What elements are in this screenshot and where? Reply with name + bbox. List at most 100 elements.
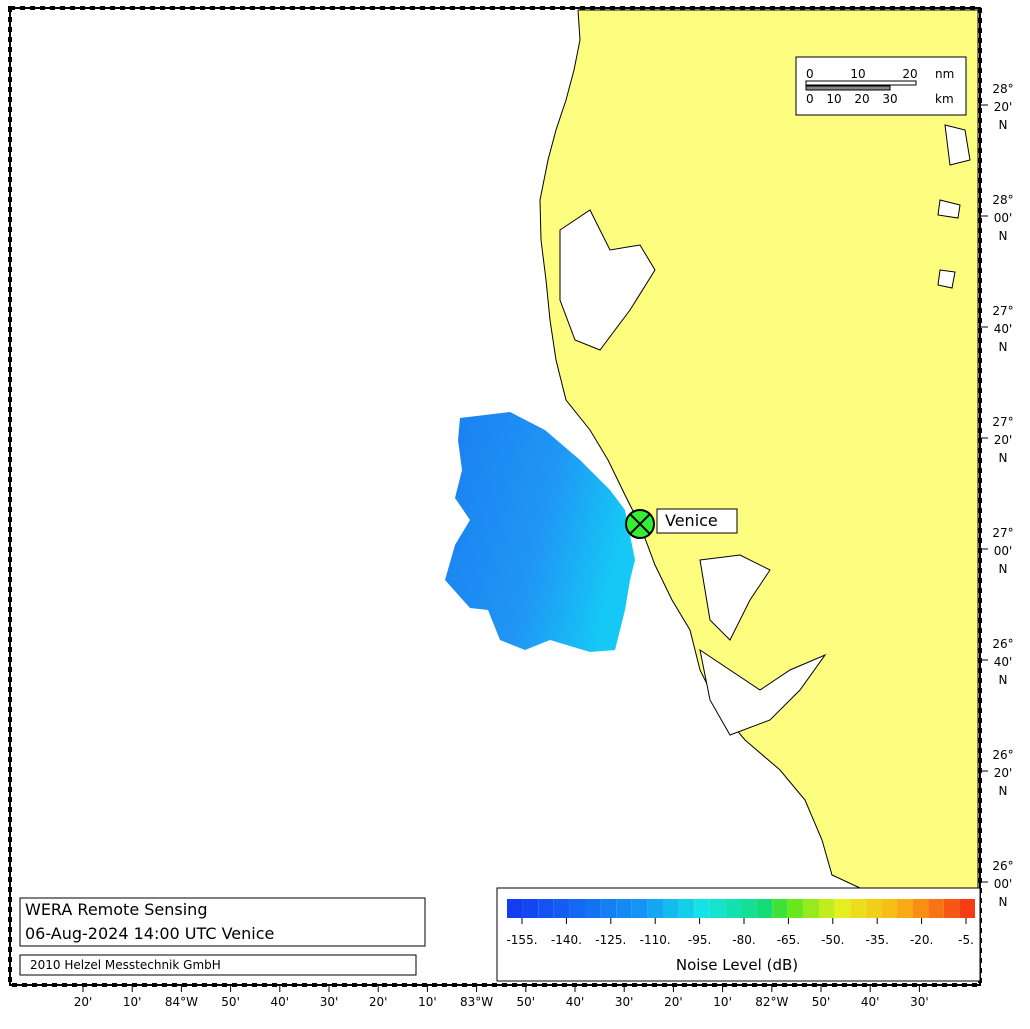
lat-label-deg: 27°	[992, 304, 1013, 318]
colorbar-tick-label: -65.	[777, 933, 800, 947]
land	[539, 9, 979, 889]
lat-label-min: 00'	[994, 211, 1013, 225]
lon-label: 30'	[910, 995, 929, 1009]
colorbar-cell	[897, 899, 913, 918]
colorbar-cell	[959, 899, 975, 918]
lon-label: 82°W	[755, 995, 788, 1009]
lat-label-hem: N	[999, 340, 1008, 354]
lat-label-deg: 27°	[992, 415, 1013, 429]
colorbar-title: Noise Level (dB)	[676, 956, 798, 974]
colorbar-cell	[865, 899, 882, 918]
colorbar-tick-label: -5.	[958, 933, 974, 947]
colorbar-cell	[819, 899, 835, 918]
bay	[699, 554, 771, 641]
lat-label-deg: 28°	[992, 82, 1013, 96]
nm-unit: nm	[935, 67, 954, 81]
lon-label: 30'	[615, 995, 634, 1009]
colorbar-cell	[912, 899, 929, 918]
lat-label-deg: 28°	[992, 193, 1013, 207]
km-tick-label: 10	[826, 92, 841, 106]
title-box	[19, 897, 426, 947]
credit: 2010 Helzel Messtechnik GmbH	[30, 958, 221, 972]
lon-label: 50'	[812, 995, 831, 1009]
lon-label: 10'	[123, 995, 142, 1009]
title-line: WERA Remote Sensing	[25, 900, 207, 919]
colorbar-cell	[803, 899, 819, 918]
colorbar-tick-label: -80.	[732, 933, 755, 947]
colorbar-tick-label: -20.	[910, 933, 933, 947]
lat-label-hem: N	[999, 784, 1008, 798]
lat-label-min: 00'	[994, 544, 1013, 558]
colorbar-cell	[600, 899, 617, 918]
lat-label-hem: N	[999, 673, 1008, 687]
station-label: Venice	[665, 511, 718, 530]
lat-label-deg: 26°	[992, 637, 1013, 651]
colorbar-tick-label: -110.	[640, 933, 671, 947]
colorbar-cell	[585, 899, 601, 918]
colorbar-cell	[756, 899, 773, 918]
lat-label-deg: 26°	[992, 859, 1013, 873]
frame-border	[8, 6, 982, 987]
lat-label-deg: 27°	[992, 526, 1013, 540]
colorbar-tick-label: -95.	[688, 933, 711, 947]
km-unit: km	[935, 92, 954, 106]
colorbar-cell	[522, 899, 539, 918]
colorbar: -155. -140. -125. -110. -95. -80. -65. -50. -35.…	[496, 887, 981, 982]
lon-label: 30'	[320, 995, 339, 1009]
colorbar-cell	[709, 899, 726, 918]
bay	[559, 209, 656, 351]
colorbar-cell	[507, 899, 523, 918]
lat-label-hem: N	[999, 562, 1008, 576]
colorbar-cell	[943, 899, 960, 918]
colorbar-tick-label: -140.	[551, 933, 582, 947]
colorbar-cell	[678, 899, 695, 918]
lat-label-min: 20'	[994, 100, 1013, 114]
bay	[699, 648, 827, 736]
colorbar-cell	[725, 899, 741, 918]
km-bar	[805, 85, 891, 91]
colorbar-cell	[694, 899, 710, 918]
colorbar-cell	[787, 899, 804, 918]
colorbar-cell	[881, 899, 897, 918]
colorbar-cell	[631, 899, 648, 918]
lat-label-hem: N	[999, 229, 1008, 243]
lat-label-hem: N	[999, 451, 1008, 465]
colorbar-cell	[834, 899, 851, 918]
lon-label: 83°W	[460, 995, 493, 1009]
colorbar-cell	[772, 899, 788, 918]
colorbar-tick-label: -50.	[821, 933, 844, 947]
lon-label: 40'	[861, 995, 880, 1009]
lat-label-hem: N	[999, 895, 1008, 909]
colorbar-cell	[569, 899, 585, 918]
lon-label: 20'	[74, 995, 93, 1009]
nm-tick-label: 10	[850, 67, 865, 81]
colorbar-cell	[928, 899, 944, 918]
lat-label-deg: 26°	[992, 748, 1013, 762]
station-label-box	[656, 508, 738, 534]
lat-label-min: 40'	[994, 322, 1013, 336]
colorbar-cell	[850, 899, 866, 918]
colorbar-tick-label: -155.	[506, 933, 537, 947]
colorbar-cell	[553, 899, 570, 918]
lon-label: 40'	[271, 995, 290, 1009]
lon-label: 20'	[664, 995, 683, 1009]
lon-label: 50'	[517, 995, 536, 1009]
lake	[937, 124, 971, 289]
lon-label: 20'	[369, 995, 388, 1009]
credit-box	[19, 954, 417, 976]
scale-bar: 0 10 20 nm 0 10 20 30 km	[795, 56, 967, 116]
lon-label: 10'	[713, 995, 732, 1009]
title-line: 06-Aug-2024 14:00 UTC Venice	[25, 924, 274, 943]
lat-label-min: 20'	[994, 766, 1013, 780]
colorbar-cell	[616, 899, 632, 918]
lon-label: 10'	[418, 995, 437, 1009]
lat-label-min: 20'	[994, 433, 1013, 447]
lat-label-min: 40'	[994, 655, 1013, 669]
lat-label-hem: N	[999, 118, 1008, 132]
km-tick-label: 20	[854, 92, 869, 106]
km-tick-label: 30	[882, 92, 897, 106]
nm-tick-label: 0	[806, 67, 814, 81]
lat-label-min: 00'	[994, 877, 1013, 891]
station-cross	[629, 513, 651, 535]
